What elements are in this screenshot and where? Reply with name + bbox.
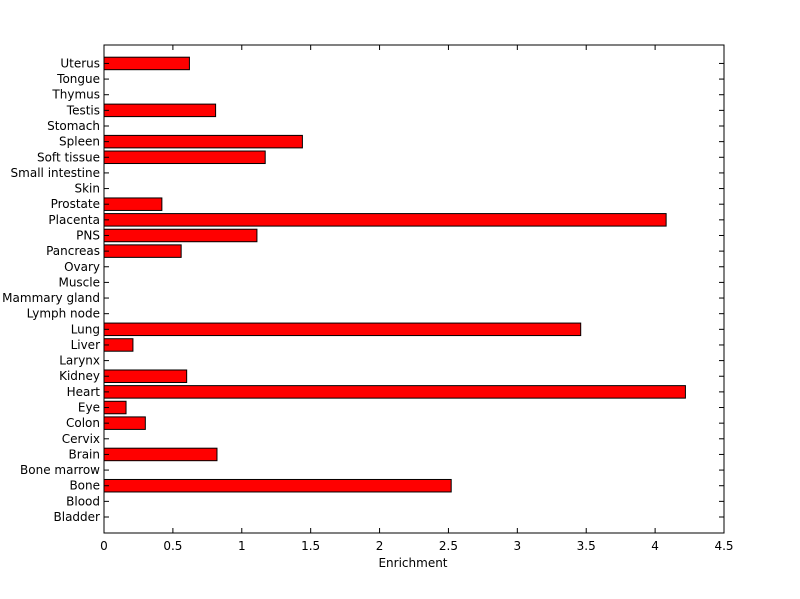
y-tick-label-larynx: Larynx	[59, 354, 100, 368]
y-tick-label-placenta: Placenta	[48, 213, 100, 227]
x-tick-label: 0.5	[163, 539, 182, 553]
x-tick-label: 0	[100, 539, 108, 553]
y-tick-label-brain: Brain	[69, 447, 100, 461]
y-tick-label-prostate: Prostate	[51, 197, 100, 211]
y-tick-label-pns: PNS	[76, 228, 100, 242]
y-tick-label-kidney: Kidney	[59, 369, 100, 383]
y-tick-label-bone-marrow: Bone marrow	[20, 463, 100, 477]
bar-pancreas	[103, 244, 182, 258]
y-tick-label-pancreas: Pancreas	[46, 244, 100, 258]
bar-prostate	[103, 197, 163, 211]
plot-frame	[103, 44, 725, 534]
x-tick-label: 3.5	[577, 539, 596, 553]
bars-layer	[103, 56, 686, 493]
y-tick-label-tongue: Tongue	[56, 72, 100, 86]
x-tick-label: 1	[238, 539, 246, 553]
x-axis-label: Enrichment	[378, 556, 447, 570]
bar-uterus	[103, 56, 190, 71]
bar-heart	[103, 385, 686, 399]
y-tick-label-liver: Liver	[71, 338, 101, 352]
y-tick-label-colon: Colon	[66, 416, 100, 430]
y-tick-label-eye: Eye	[78, 401, 100, 415]
bar-pns	[103, 228, 258, 243]
bar-kidney	[103, 369, 188, 383]
x-tick-label: 4	[651, 539, 659, 553]
bar-lung	[103, 322, 582, 337]
y-tick-label-skin: Skin	[74, 182, 100, 196]
x-tick-label: 2.5	[439, 539, 458, 553]
y-tick-label-bladder: Bladder	[54, 510, 101, 524]
y-tick-label-muscle: Muscle	[58, 275, 100, 289]
x-tick-label: 1.5	[301, 539, 320, 553]
y-tick-label-uterus: Uterus	[60, 56, 100, 70]
y-tick-label-testis: Testis	[66, 103, 100, 117]
y-tick-label-mammary-gland: Mammary gland	[2, 291, 100, 305]
y-tick-label-thymus: Thymus	[51, 88, 100, 102]
bar-spleen	[103, 134, 303, 149]
y-tick-label-soft-tissue: Soft tissue	[37, 150, 100, 164]
bar-placenta	[103, 213, 667, 227]
y-tick-label-stomach: Stomach	[47, 119, 100, 133]
bar-testis	[103, 103, 217, 118]
bar-brain	[103, 447, 218, 462]
x-tick-label: 2	[376, 539, 384, 553]
y-tick-label-small-intestine: Small intestine	[11, 166, 100, 180]
y-tick-label-blood: Blood	[66, 494, 100, 508]
bar-soft-tissue	[103, 150, 266, 165]
y-tick-label-bone: Bone	[69, 479, 100, 493]
x-tick-label: 3	[514, 539, 522, 553]
y-tick-label-ovary: Ovary	[64, 260, 100, 274]
y-tick-label-spleen: Spleen	[59, 135, 100, 149]
y-tick-label-lymph-node: Lymph node	[27, 307, 100, 321]
x-tick-label: 4.5	[714, 539, 733, 553]
y-tick-label-heart: Heart	[67, 385, 101, 399]
y-tick-label-cervix: Cervix	[62, 432, 100, 446]
bar-colon	[103, 416, 146, 430]
bar-bone	[103, 478, 452, 493]
y-tick-label-lung: Lung	[71, 322, 100, 336]
ticks-layer	[103, 45, 725, 533]
